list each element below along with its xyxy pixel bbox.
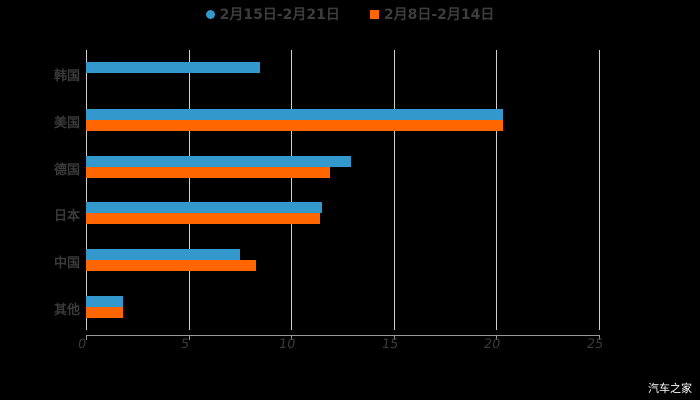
x-tick-label: 0 [76, 337, 88, 352]
y-category-label: 韩国 [53, 69, 80, 85]
bar[interactable] [86, 155, 351, 167]
gridline [291, 50, 293, 330]
gridline [599, 50, 600, 330]
chart-legend: 2月15日-2月21日 2月8日-2月14日 [0, 4, 700, 24]
y-category-label: 美国 [53, 116, 80, 131]
legend-square-icon [369, 9, 379, 19]
watermark: 汽车之家 [648, 382, 692, 395]
x-tick-label: 5 [179, 337, 190, 352]
x-tick [291, 335, 293, 340]
legend-circle-icon [205, 9, 215, 19]
legend-item-week1[interactable]: 2月8日-2月14日 [369, 4, 495, 24]
x-tick [86, 335, 87, 340]
bar[interactable] [86, 166, 331, 178]
y-category-label: 日本 [53, 209, 80, 225]
x-axis-line [86, 335, 599, 336]
legend-label: 2月8日-2月14日 [383, 7, 495, 23]
bar[interactable] [86, 249, 240, 260]
gridline [188, 50, 190, 330]
gridline [496, 50, 498, 330]
legend-label: 2月15日-2月21日 [219, 7, 340, 23]
bar[interactable] [86, 213, 320, 225]
bar[interactable] [86, 295, 123, 307]
x-tick [188, 335, 190, 340]
bar[interactable] [86, 62, 261, 74]
x-tick-label: 25 [585, 337, 605, 352]
y-category-label: 其他 [53, 302, 80, 318]
x-tick [393, 335, 395, 340]
gridline [86, 50, 87, 330]
x-tick-label: 10 [277, 337, 297, 352]
y-category-label: 中国 [53, 256, 80, 271]
bar[interactable] [86, 306, 123, 318]
x-tick [496, 335, 498, 340]
x-tick-label: 15 [380, 337, 400, 352]
x-tick [599, 335, 600, 340]
y-category-label: 德国 [53, 162, 80, 178]
x-tick-label: 20 [483, 337, 502, 352]
bar[interactable] [86, 109, 503, 120]
bar[interactable] [86, 260, 257, 271]
bar[interactable] [86, 120, 503, 131]
legend-item-week2[interactable]: 2月15日-2月21日 [205, 4, 340, 24]
gridline [393, 50, 395, 330]
bar[interactable] [86, 202, 322, 214]
